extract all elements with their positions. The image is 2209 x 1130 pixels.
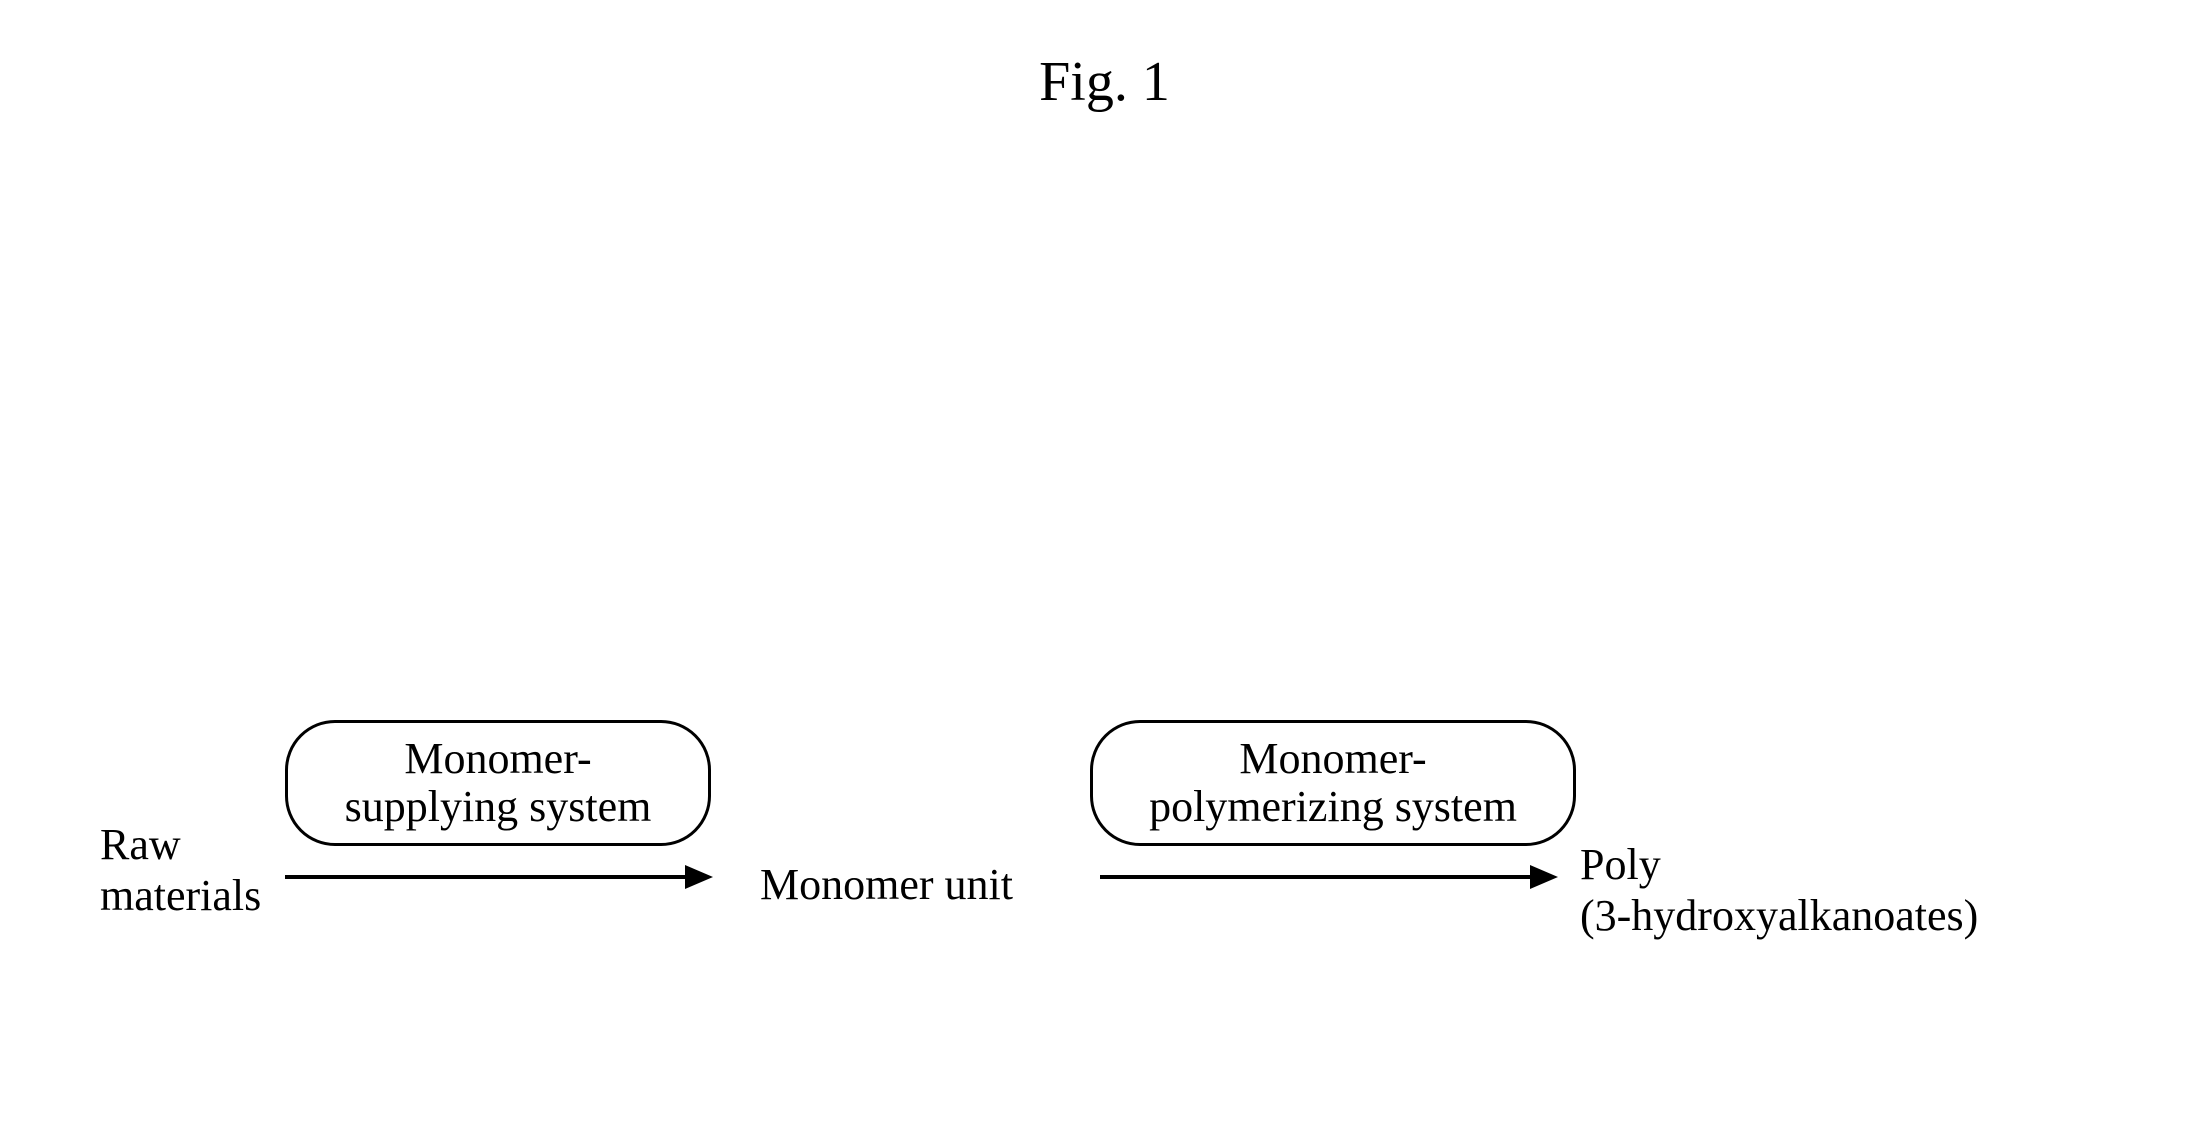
flow-diagram: Raw materials Monomer- supplying system … bbox=[100, 720, 2100, 1000]
poly-line2: (3-hydroxyalkanoates) bbox=[1580, 891, 1978, 940]
node-monomer-unit: Monomer unit bbox=[760, 860, 1013, 911]
raw-materials-line1: Raw bbox=[100, 820, 181, 869]
bubble-supplying-line1: Monomer- bbox=[404, 734, 591, 783]
bubble-polymerizing-line1: Monomer- bbox=[1239, 734, 1426, 783]
bubble-polymerizing-system: Monomer- polymerizing system bbox=[1090, 720, 1576, 846]
monomer-unit-text: Monomer unit bbox=[760, 860, 1013, 909]
bubble-supplying-system: Monomer- supplying system bbox=[285, 720, 711, 846]
node-poly: Poly (3-hydroxyalkanoates) bbox=[1580, 840, 1978, 941]
poly-line1: Poly bbox=[1580, 840, 1661, 889]
raw-materials-line2: materials bbox=[100, 871, 261, 920]
bubble-supplying-line2: supplying system bbox=[345, 782, 652, 831]
arrow-1-line bbox=[285, 875, 685, 879]
node-raw-materials: Raw materials bbox=[100, 820, 261, 921]
arrow-2-head bbox=[1530, 865, 1558, 889]
bubble-polymerizing-line2: polymerizing system bbox=[1149, 782, 1517, 831]
figure-title: Fig. 1 bbox=[1039, 50, 1170, 114]
arrow-2-line bbox=[1100, 875, 1530, 879]
arrow-1-head bbox=[685, 865, 713, 889]
